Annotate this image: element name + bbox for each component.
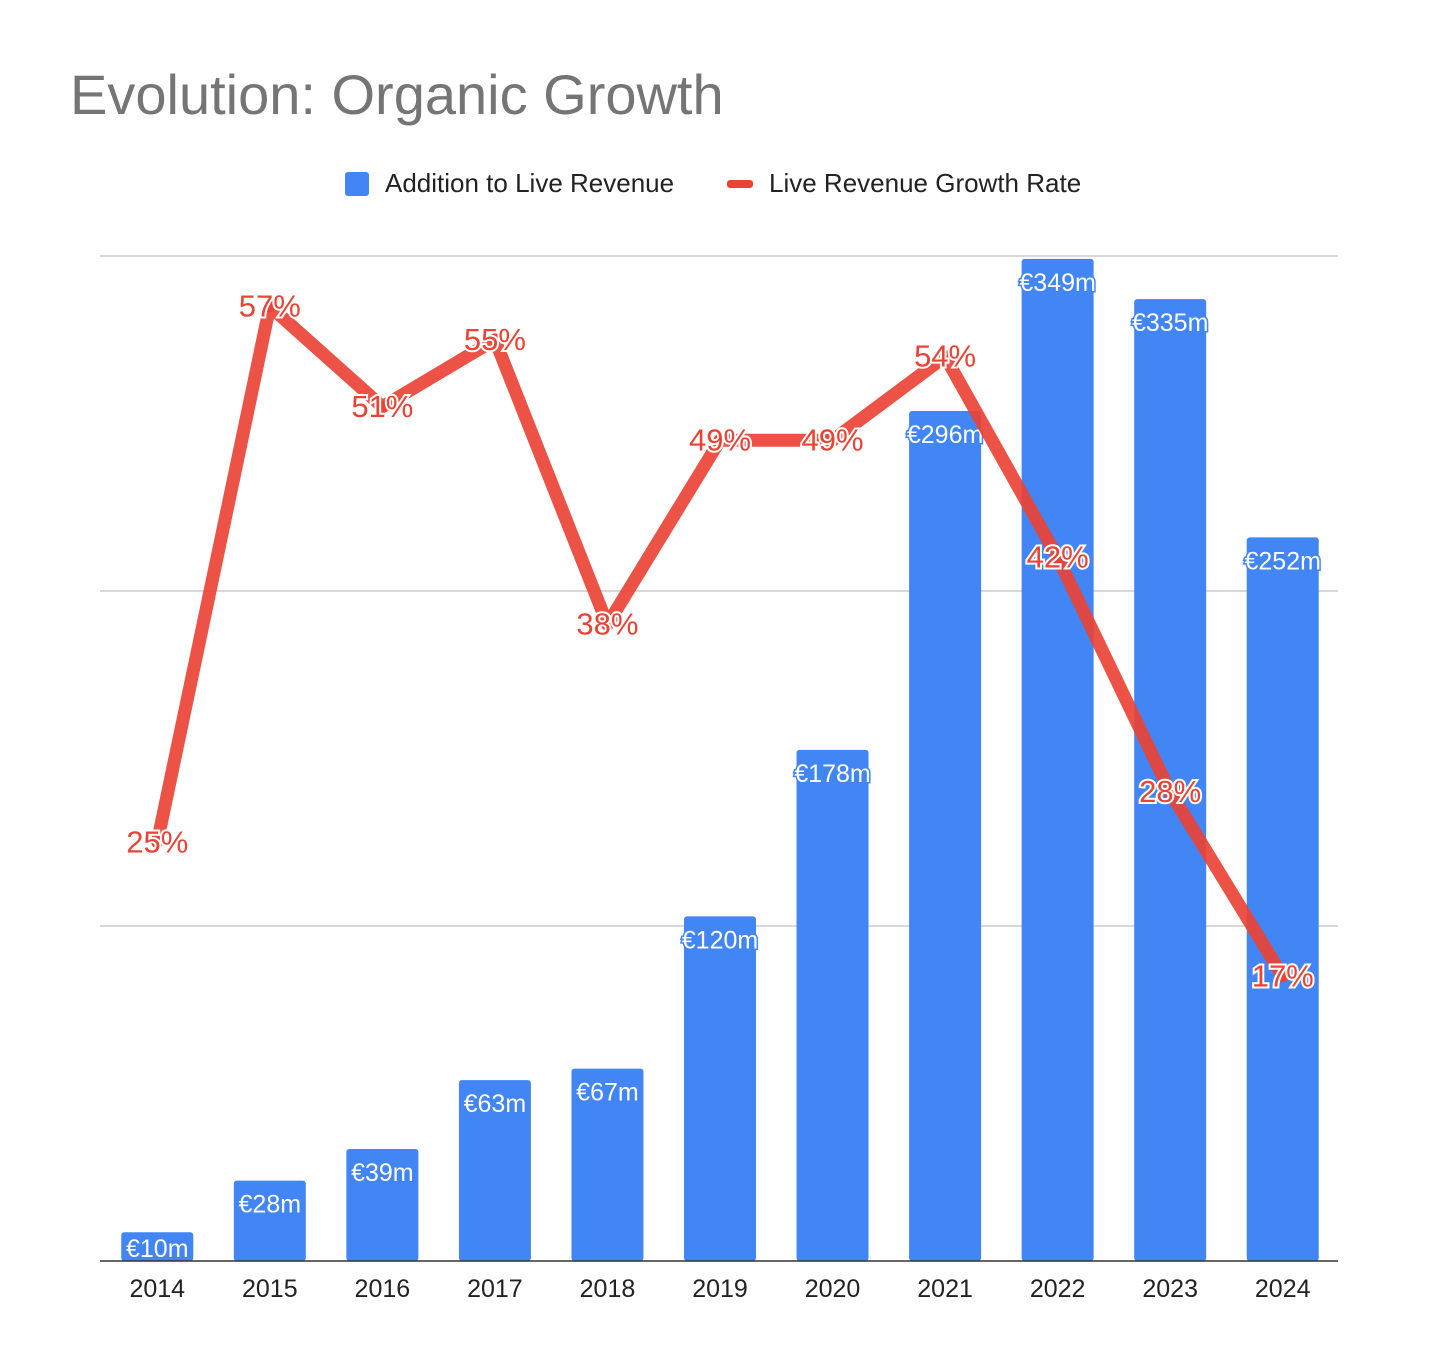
x-tick-label-2017: 2017 (467, 1275, 523, 1303)
bar-data-label-2017: €63m (464, 1090, 527, 1118)
growth-rate-point-2018 (601, 618, 614, 631)
bar-data-label-2018: €67m (576, 1079, 639, 1107)
growth-rate-point-2019 (714, 434, 726, 447)
bar-2019 (684, 916, 756, 1261)
growth-rate-label-2017: 55% (464, 322, 526, 357)
growth-rate-label-2021: 54% (914, 339, 976, 374)
bar-data-label-2016: €39m (351, 1159, 414, 1187)
bar-2015 (233, 1180, 306, 1261)
x-tick-label-2019: 2019 (692, 1275, 748, 1303)
bar-2016 (346, 1149, 419, 1261)
growth-rate-point-2017 (488, 333, 501, 346)
x-tick-label-2020: 2020 (805, 1275, 861, 1303)
chart-title: Evolution: Organic Growth (70, 63, 724, 126)
bar-2018 (571, 1068, 644, 1261)
growth-rate-point-2014 (151, 836, 164, 849)
bar-data-label-2019: €120m (682, 926, 758, 954)
x-tick-label-2021: 2021 (917, 1275, 973, 1303)
growth-rate-point-2016 (376, 400, 389, 413)
growth-rate-point-2020 (826, 434, 839, 447)
legend-item-bar-series: Addition to Live Revenue (345, 168, 674, 199)
bar-data-label-2014: €10m (126, 1235, 189, 1263)
x-tick-label-2016: 2016 (355, 1275, 411, 1303)
legend-label-bar-series: Addition to Live Revenue (385, 168, 675, 198)
x-tick-label-2024: 2024 (1255, 1275, 1311, 1303)
x-tick-label-2018: 2018 (580, 1275, 636, 1303)
x-tick-label-2014: 2014 (129, 1275, 185, 1303)
growth-rate-label-2016: 51% (351, 389, 413, 424)
legend-label-line-series: Live Revenue Growth Rate (769, 168, 1082, 198)
bar-2014 (121, 1232, 194, 1261)
growth-rate-label-2019: 49% (689, 422, 751, 457)
growth-rate-label-2020: 49% (802, 422, 864, 457)
x-tick-label-2022: 2022 (1030, 1275, 1086, 1303)
legend-swatch-line (727, 179, 753, 188)
growth-rate-label-2018: 38% (576, 607, 638, 642)
bar-data-label-2020: €178m (794, 760, 870, 788)
bar-data-label-2024: €252m (1245, 547, 1321, 575)
legend-item-line-series: Live Revenue Growth Rate (727, 168, 1081, 199)
growth-rate-point-2021 (939, 350, 952, 363)
x-tick-label-2015: 2015 (242, 1275, 298, 1303)
growth-rate-label-2014: 25% (126, 824, 188, 859)
growth-rate-point-2015 (263, 300, 276, 313)
bar-data-label-2015: €28m (239, 1191, 302, 1219)
growth-rate-point-2024 (1276, 970, 1289, 983)
legend-swatch-bar (345, 171, 369, 196)
bar-2022 (1021, 258, 1094, 1261)
growth-rate-point-2023 (1164, 786, 1177, 798)
legend: Addition to Live Revenue Live Revenue Gr… (0, 168, 1450, 208)
growth-rate-line (150, 299, 1289, 980)
bar-2017 (458, 1080, 531, 1261)
growth-rate-label-2024: 17% (1252, 958, 1314, 993)
bar-data-label-2021: €296m (907, 421, 983, 449)
growth-rate-label-2022: 42% (1027, 540, 1089, 575)
bar-data-label-2022: €349m (1019, 269, 1095, 297)
growth-rate-label-2015: 57% (239, 288, 301, 323)
bar-2024 (1246, 537, 1319, 1261)
x-tick-label-2023: 2023 (1142, 1275, 1198, 1303)
bar-2021 (909, 411, 982, 1261)
bar-2020 (796, 749, 869, 1261)
growth-rate-point-2022 (1051, 551, 1064, 564)
bar-data-label-2023: €335m (1132, 309, 1208, 337)
growth-rate-label-2023: 28% (1139, 774, 1201, 809)
